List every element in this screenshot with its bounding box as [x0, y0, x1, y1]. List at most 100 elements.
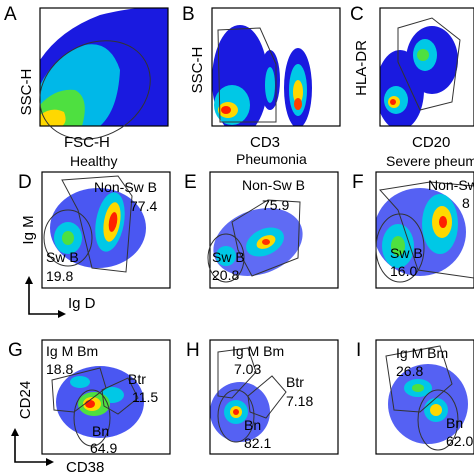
panel-c-gate: [397, 17, 461, 111]
panel-i-frame: [375, 339, 474, 455]
panel-d-density: [50, 188, 146, 268]
panel-e-pop-main-peak: [262, 239, 270, 245]
panel-b-gate: [217, 27, 277, 123]
panel-b-density: [212, 25, 312, 126]
panel-d-pop-sw-core: [62, 231, 74, 245]
panel-d-gate-sw: [43, 209, 93, 267]
panel-h-gate-btr: [247, 375, 287, 419]
panel-g-axis-arrow: [14, 432, 50, 463]
panel-e-gate-nonsw: [231, 199, 301, 277]
condition-label-severe: Severe pheum: [386, 153, 474, 169]
panel-c-pop-1-peak: [390, 99, 396, 105]
panel-h-pop-bn-peak: [233, 409, 239, 415]
panel-e: E Non-Sw B 75.9 Sw B 20.8: [184, 171, 339, 289]
panel-d-gate-2-name: Sw B: [46, 249, 79, 265]
panel-a-letter: A: [4, 4, 17, 25]
panel-e-gate-2-value: 20.8: [212, 267, 239, 283]
panel-e-density: [213, 208, 303, 276]
panel-g-density: [56, 366, 144, 438]
panel-c-frame: [379, 7, 474, 127]
panel-i-gate-1-name: Ig M Bm: [396, 345, 448, 361]
panel-g-letter: G: [8, 340, 23, 361]
panel-g-frame: [41, 339, 171, 455]
panel-d-ylabel: Ig M: [20, 215, 37, 244]
panel-g-gate-2-name: Btr: [128, 371, 146, 387]
panel-f-gate-1-name: Non-Sw: [428, 177, 474, 193]
panel-h-letter: H: [186, 340, 200, 361]
panel-g-gate-1-name: Ig M Bm: [46, 343, 98, 359]
panel-c-xlabel: CD20: [412, 134, 450, 151]
panel-g-arrowhead-up: [11, 428, 19, 436]
panel-d-frame: [41, 171, 171, 289]
panel-f-letter: F: [352, 172, 364, 193]
panel-f-pop-sw-core: [391, 236, 405, 256]
panel-g-gate-bn: [73, 389, 111, 447]
panel-b-pop-2-mid: [265, 67, 275, 103]
panel-d-gate-1-value: 77.4: [130, 198, 157, 214]
panel-g-gate-3-name: Bn: [92, 423, 109, 439]
panel-h-gate-2-value: 7.18: [286, 393, 313, 409]
panel-e-frame: [209, 171, 339, 289]
condition-label-pneumonia: Pheumonia: [236, 151, 307, 167]
panel-e-letter: E: [184, 172, 197, 193]
panel-c: C CD20 HLA-DR: [350, 4, 474, 151]
panel-g-arrowhead-right: [46, 458, 54, 466]
panel-f-gate-nonsw: [379, 181, 474, 279]
panel-b-pop-1-peak: [221, 106, 231, 114]
panel-g-gate-bm: [51, 367, 107, 413]
panel-b-pop-3-peak: [294, 98, 302, 110]
panel-g-gate-2-value: 11.5: [132, 389, 158, 405]
panel-a-gate: [39, 40, 151, 140]
panel-e-gate-sw: [207, 233, 245, 283]
panel-i-letter: I: [356, 340, 361, 361]
panel-h-gate-bn: [217, 389, 255, 443]
panel-i-gate-2-value: 62.0: [446, 433, 473, 449]
panel-e-pop-sw: [216, 246, 236, 266]
panel-g-gate-btr: [101, 377, 139, 415]
panel-d-gate-1-name: Non-Sw B: [94, 179, 157, 195]
panel-d-arrowhead-right: [58, 310, 66, 318]
panel-h-gate-1-name: Ig M Bm: [232, 343, 284, 359]
panel-f-gate-2-value: 16.0: [390, 263, 417, 279]
panel-i-gate-bn: [417, 389, 459, 451]
panel-f-frame: [375, 171, 474, 289]
panel-i-gate-2-name: Bn: [446, 415, 463, 431]
panel-g-pop-bn-peak: [85, 400, 95, 408]
panel-h: H Ig M Bm 7.03 Btr 7.18 Bn 82.1: [186, 339, 339, 455]
panel-i-pop-bn-core: [430, 404, 442, 416]
panel-e-gate-1-name: Non-Sw B: [242, 177, 305, 193]
panel-b-xlabel: CD3: [250, 134, 280, 151]
panel-f-density: [376, 188, 466, 276]
panel-c-density: [380, 26, 458, 126]
panel-f-pop-main-peak: [439, 216, 447, 228]
panel-c-letter: C: [350, 4, 364, 25]
panel-g: G Ig M Bm 18.8 Btr 11.5 Bn 64.9 CD24 CD3…: [8, 339, 171, 474]
panel-a-xlabel: FSC-H: [64, 134, 110, 151]
panel-h-gate-3-name: Bn: [244, 417, 261, 433]
panel-a-ylabel: SSC-H: [18, 69, 35, 116]
panel-d-gate-nonsw: [61, 175, 133, 273]
panel-g-gate-1-value: 18.8: [46, 361, 73, 377]
panel-f-gate-sw: [375, 213, 425, 283]
panel-b-letter: B: [182, 4, 195, 25]
panel-b-pop-3-core: [293, 80, 303, 104]
panel-c-ylabel: HLA-DR: [353, 40, 370, 96]
panel-b: B CD3 SSC-H: [182, 4, 341, 151]
panel-c-pop-2-core: [417, 49, 429, 61]
panel-i-gate-1-value: 26.8: [396, 363, 423, 379]
panel-i-density: [388, 364, 468, 444]
panel-h-gate-3-value: 82.1: [244, 435, 271, 451]
panel-g-pop-bm: [70, 376, 90, 388]
panel-e-gate-2-name: Sw B: [212, 249, 245, 265]
panel-i-gate-bm: [385, 345, 453, 413]
panel-d-arrowhead-up: [25, 276, 33, 284]
panel-f-gate-1-value: 8: [462, 195, 470, 211]
panel-d: D Non-Sw B 77.4 Sw B 19.8 Ig M Ig D: [18, 171, 171, 318]
panel-f: F Non-Sw 8 Sw B 16.0: [352, 171, 474, 289]
panel-a: A FSC-H SSC-H: [4, 4, 169, 151]
panel-d-xlabel: Ig D: [68, 295, 96, 312]
panel-h-gate-1-value: 7.03: [234, 361, 261, 377]
panel-i: I Ig M Bm 26.8 Bn 62.0: [356, 339, 474, 455]
panel-d-pop-nonsw-peak: [108, 212, 118, 232]
